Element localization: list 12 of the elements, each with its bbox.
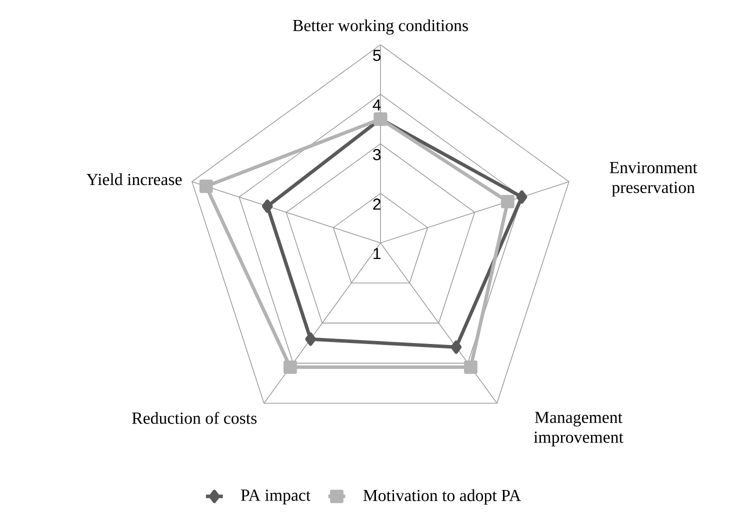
spoke-label: Yield increase [86,173,182,186]
spoke-label: Better working conditions [292,19,468,35]
y-tick-label: 1 [374,248,380,260]
legend-label: Motivation to adopt PA [363,489,521,505]
y-tick-label: 3 [373,149,381,160]
legend-label: PA impact [240,490,311,504]
spoke-label: Environment preservation [610,162,698,197]
y-tick-label: 4 [372,100,381,110]
y-tick-label: 2 [373,198,380,210]
spoke-label: Reduction of costs [132,412,257,424]
spoke-label: Management improvement [534,412,624,446]
y-tick-label: 5 [373,50,381,62]
